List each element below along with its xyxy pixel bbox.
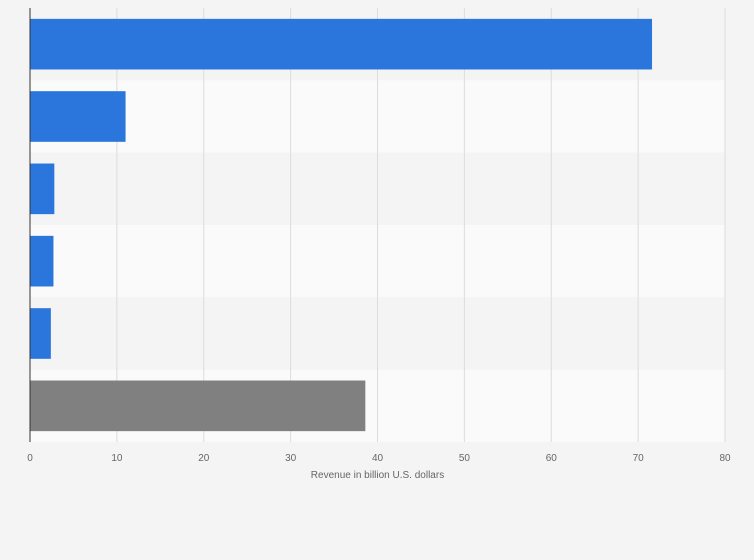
x-axis-title: Revenue in billion U.S. dollars bbox=[311, 470, 444, 481]
x-tick-label: 40 bbox=[372, 453, 384, 464]
x-tick-label: 30 bbox=[285, 453, 297, 464]
bar bbox=[30, 91, 126, 142]
bars bbox=[30, 18, 653, 432]
x-tick-label: 80 bbox=[719, 453, 731, 464]
x-tick-label: 10 bbox=[111, 453, 123, 464]
x-tick-label: 70 bbox=[633, 453, 645, 464]
gridlines bbox=[116, 8, 726, 442]
bar bbox=[30, 18, 653, 70]
x-tick-labels: 0 10 20 30 40 50 60 70 80 bbox=[27, 453, 731, 464]
bar bbox=[30, 163, 55, 215]
x-tick-label: 20 bbox=[198, 453, 210, 464]
x-tick-label: 50 bbox=[459, 453, 471, 464]
bar bbox=[30, 308, 51, 359]
bar bbox=[30, 380, 366, 432]
x-tick-label: 60 bbox=[546, 453, 558, 464]
bar bbox=[30, 235, 54, 287]
x-tick-label: 0 bbox=[27, 453, 33, 464]
